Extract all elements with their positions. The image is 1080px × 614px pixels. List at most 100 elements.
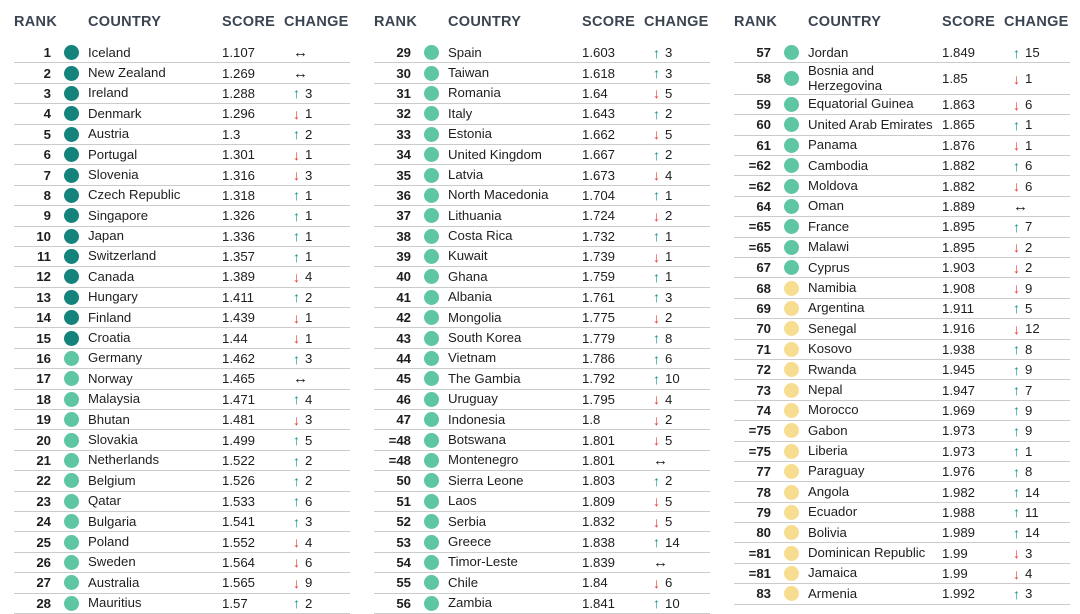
country-dot-icon [784,382,799,398]
country-label: Japan [88,228,124,244]
change-value: 5 [665,432,673,448]
down-arrow-icon: ↓ [293,309,300,326]
dot-cell [60,106,88,122]
rank-cell: 55 [396,575,411,591]
score-cell: 1.316 [222,167,256,183]
change-value: 3 [1025,545,1033,561]
up-arrow-icon: ↑ [1013,422,1020,439]
down-arrow-icon: ↓ [293,268,300,285]
change-value: 6 [665,575,673,591]
table-row: 42 Mongolia 1.775 ↓ 2 [374,308,710,329]
table-row: 64 Oman 1.889 ↔ [734,197,1070,218]
country-label: Switzerland [88,248,157,264]
change-cell: ↑ 14 [644,535,710,550]
down-arrow-icon: ↓ [653,85,660,102]
table-row: 57 Jordan 1.849 ↑ 15 [734,43,1070,64]
change-cell: ↑ 10 [644,371,710,386]
score-cell: 1.989 [942,525,976,541]
country-dot-icon [64,330,79,346]
left-right-arrow-icon: ↔ [653,553,668,571]
score-header: SCORE [222,14,276,30]
score-cell: 1.541 [222,514,256,530]
down-arrow-icon: ↓ [653,411,660,428]
country-label: Germany [88,350,143,366]
rank-cell: 67 [756,260,771,276]
score-cell: 1.643 [582,106,616,122]
rank-cell: 11 [37,249,51,265]
country-dot-icon [424,412,439,428]
country-label: New Zealand [88,64,166,80]
table-row: 50 Sierra Leone 1.803 ↑ 2 [374,471,710,492]
up-arrow-icon: ↑ [293,472,300,489]
change-value: 2 [1025,260,1033,276]
dot-cell [420,453,448,468]
down-arrow-icon: ↓ [293,105,300,122]
dot-cell [60,330,88,346]
change-value: 3 [1025,586,1033,602]
country-label: Botswana [448,431,506,447]
change-cell: ↑ 1 [644,229,710,244]
change-value: 15 [1025,45,1040,61]
dot-cell [60,432,88,448]
score-cell: 1.107 [222,45,256,61]
rank-cell: 60 [756,117,771,133]
country-label: Estonia [448,126,492,142]
change-cell: ↑ 1 [1004,444,1070,459]
country-label: Indonesia [448,411,506,427]
country-label: Angola [808,483,850,499]
country-dot-icon [784,178,799,194]
change-cell: ↑ 11 [1004,505,1070,520]
country-dot-icon [64,554,79,570]
down-arrow-icon: ↓ [653,432,660,449]
dot-cell [60,514,88,530]
country-dot-icon [424,187,439,203]
change-value: 1 [305,187,313,203]
dot-cell [780,341,808,357]
table-row: 24 Bulgaria 1.541 ↑ 3 [14,512,350,533]
dot-cell [780,280,808,296]
change-value: 8 [1025,341,1033,357]
dot-cell [60,249,88,265]
country-dot-icon [424,249,439,265]
country-label: Nepal [808,381,843,397]
up-arrow-icon: ↑ [653,105,660,122]
score-cell: 1.318 [222,187,256,203]
dot-cell [420,310,448,326]
country-dot-icon [424,65,439,81]
score-cell: 1.84 [582,575,608,591]
score-cell: 1.99 [942,566,968,582]
change-cell: ↓ 2 [644,208,710,223]
country-label: Dominican Republic [808,545,926,561]
change-value: 3 [305,351,313,367]
country-label: Jordan [808,44,849,60]
dot-cell [420,575,448,591]
score-header: SCORE [582,14,636,30]
country-label: The Gambia [448,370,521,386]
country-dot-icon [64,147,79,163]
change-value: 9 [1025,362,1033,378]
country-label: Netherlands [88,452,160,468]
up-arrow-icon: ↑ [1013,341,1020,358]
down-arrow-icon: ↓ [653,513,660,530]
down-arrow-icon: ↓ [653,248,660,265]
up-arrow-icon: ↑ [653,146,660,163]
score-header: SCORE [942,14,996,30]
table-row: 59 Equatorial Guinea 1.863 ↓ 6 [734,95,1070,116]
country-dot-icon [784,71,799,87]
dot-cell [60,187,88,203]
dot-cell [780,382,808,398]
rank-cell: 52 [396,514,411,530]
table-row: 78 Angola 1.982 ↑ 14 [734,482,1070,503]
change-cell: ↑ 6 [284,494,350,509]
rows-container: 1 Iceland 1.107 ↔ 2 New Zealand 1.269 ↔ … [14,43,350,614]
change-cell: ↑ 3 [644,66,710,81]
dot-cell [420,514,448,530]
change-cell: ↑ 3 [284,514,350,529]
change-value: 4 [1025,566,1033,582]
country-label: Bolivia [808,524,847,540]
country-dot-icon [784,97,799,113]
change-cell: ↓ 1 [644,249,710,264]
change-cell: ↑ 14 [1004,525,1070,540]
down-arrow-icon: ↓ [653,207,660,224]
country-dot-icon [424,514,439,530]
